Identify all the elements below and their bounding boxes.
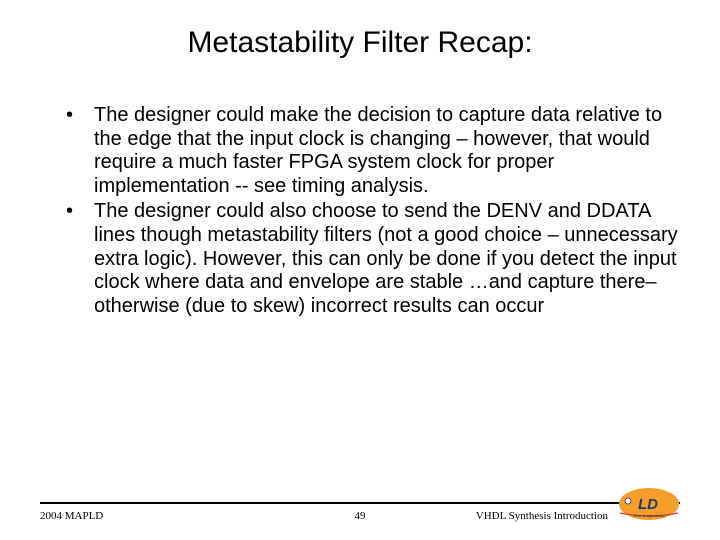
footer-right-text: VHDL Synthesis Introduction <box>476 510 608 522</box>
bullet-item: The designer could make the decision to … <box>60 104 680 198</box>
footer-page-number: 49 <box>253 510 466 522</box>
logo-icon: LD office of logic design <box>618 487 680 521</box>
footer-divider <box>40 502 680 504</box>
svg-text:LD: LD <box>638 496 658 513</box>
footer-right: VHDL Synthesis Introduction LD office of… <box>467 510 680 522</box>
slide-container: Metastability Filter Recap: The designer… <box>0 0 720 540</box>
slide-content: The designer could make the decision to … <box>40 104 680 318</box>
old-logo-svg: LD office of logic design <box>618 487 680 521</box>
bullet-item: The designer could also choose to send t… <box>60 200 680 318</box>
slide-footer: 2004 MAPLD 49 VHDL Synthesis Introductio… <box>0 502 720 522</box>
bullet-list: The designer could make the decision to … <box>60 104 680 318</box>
footer-row: 2004 MAPLD 49 VHDL Synthesis Introductio… <box>40 510 680 522</box>
slide-title: Metastability Filter Recap: <box>40 26 680 60</box>
svg-text:office of logic design: office of logic design <box>633 514 665 518</box>
footer-left-text: 2004 MAPLD <box>40 510 253 522</box>
